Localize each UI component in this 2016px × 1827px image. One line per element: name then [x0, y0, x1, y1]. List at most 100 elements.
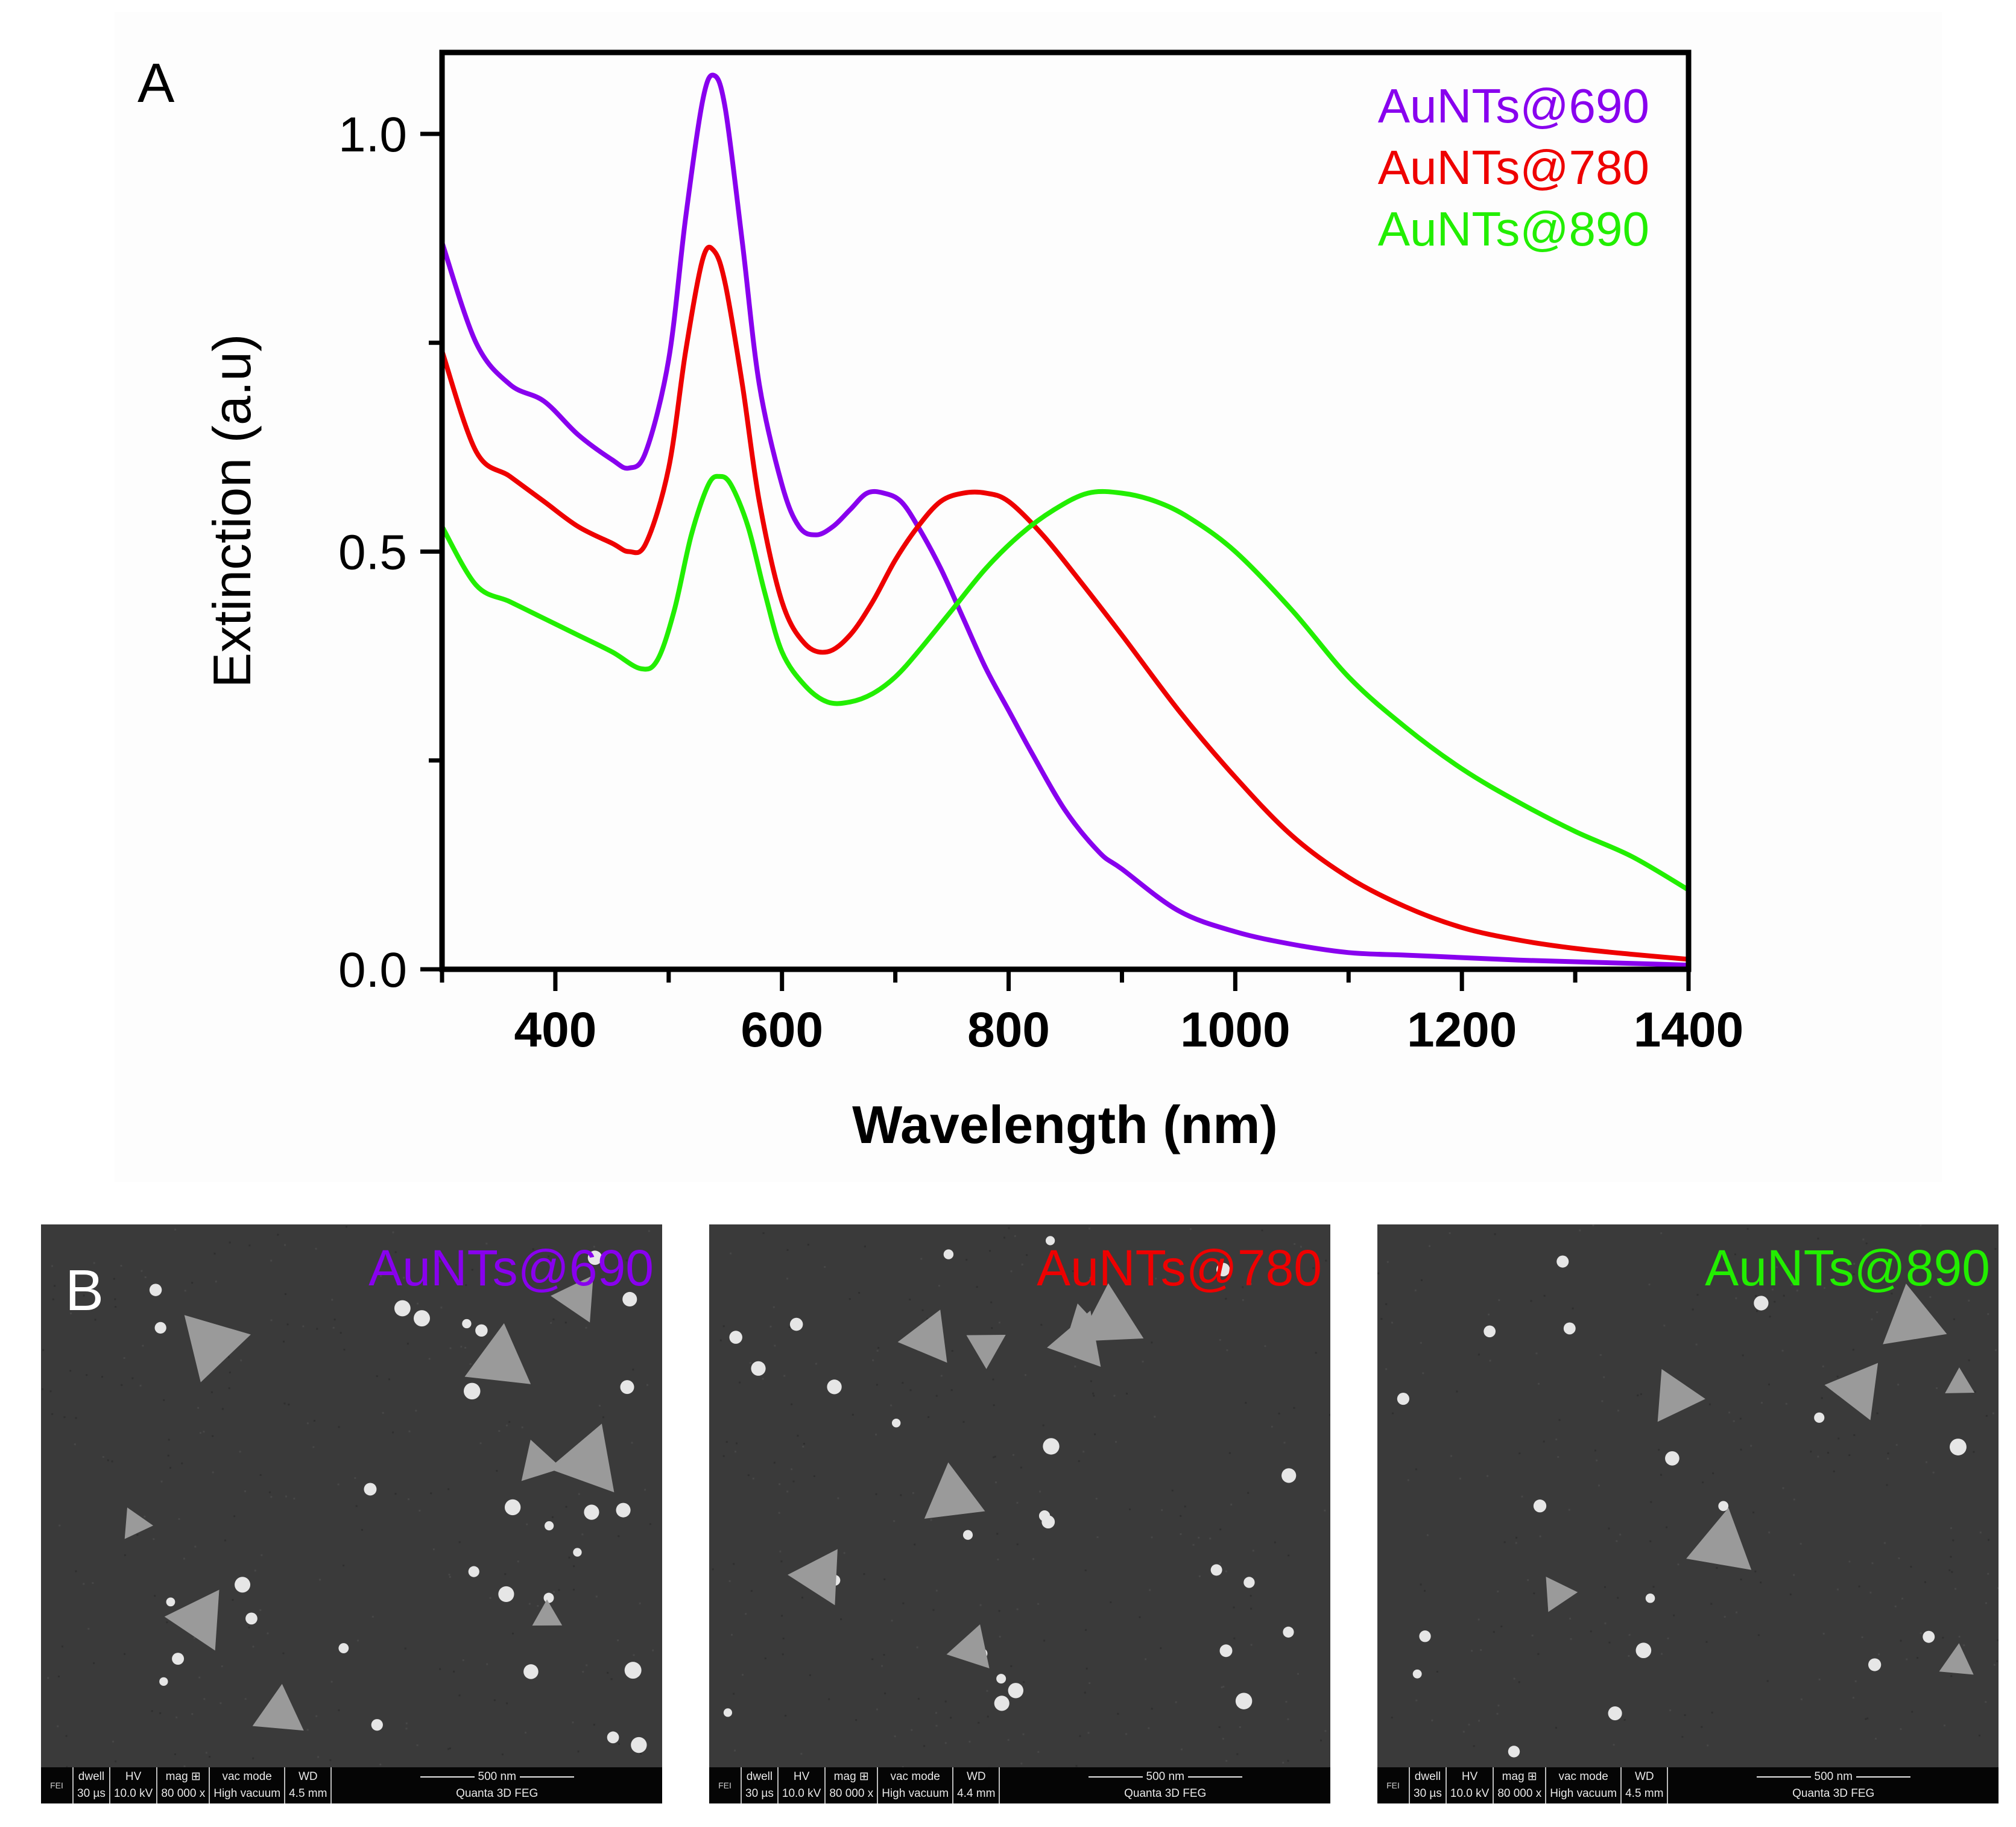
texture-speckle: [992, 1378, 994, 1381]
texture-speckle: [902, 1382, 904, 1384]
scale-bar: 500 nm: [420, 1768, 574, 1785]
hv-label: HV: [793, 1770, 810, 1783]
texture-speckle: [465, 1284, 467, 1287]
texture-speckle: [215, 1281, 217, 1283]
texture-speckle: [191, 1713, 194, 1715]
texture-speckle: [1287, 1759, 1289, 1762]
texture-speckle: [1449, 1232, 1451, 1235]
nanosphere: [1041, 1515, 1055, 1529]
vac-value: High vacuum: [882, 1787, 949, 1800]
texture-speckle: [1426, 1534, 1429, 1536]
texture-speckle: [997, 1559, 999, 1561]
texture-speckle: [394, 1493, 397, 1495]
texture-speckle: [1500, 1626, 1503, 1628]
texture-speckle: [993, 1456, 995, 1458]
texture-speckle: [786, 1490, 789, 1493]
texture-speckle: [1858, 1585, 1860, 1588]
texture-speckle: [70, 1312, 72, 1315]
texture-speckle: [652, 1649, 654, 1651]
texture-speckle: [1754, 1570, 1757, 1572]
texture-speckle: [448, 1574, 450, 1576]
texture-speckle: [1278, 1413, 1280, 1415]
texture-speckle: [329, 1759, 332, 1761]
texture-speckle: [733, 1692, 735, 1695]
texture-speckle: [1874, 1738, 1877, 1740]
texture-speckle: [419, 1509, 421, 1512]
texture-speckle: [884, 1692, 886, 1694]
texture-speckle: [1603, 1376, 1605, 1378]
texture-speckle: [1760, 1581, 1762, 1583]
texture-speckle: [65, 1735, 68, 1737]
texture-speckle: [1518, 1452, 1521, 1455]
texture-speckle: [267, 1632, 269, 1635]
texture-speckle: [1658, 1449, 1660, 1451]
texture-speckle: [112, 1740, 115, 1743]
texture-speckle: [1092, 1392, 1095, 1395]
nanosphere: [1045, 1236, 1055, 1246]
texture-speckle: [159, 1712, 162, 1714]
dwell-value: 30 µs: [745, 1787, 774, 1800]
texture-speckle: [1380, 1318, 1383, 1320]
nanotriangle: [1883, 1284, 1947, 1344]
sem-label: AuNTs@890: [1705, 1240, 1990, 1296]
nanosphere: [338, 1643, 349, 1653]
texture-speckle: [1503, 1541, 1506, 1544]
nanosphere: [504, 1499, 521, 1516]
texture-speckle: [167, 1454, 169, 1457]
y-axis-label: Extinction (a.u): [202, 334, 262, 688]
texture-speckle: [506, 1702, 508, 1705]
texture-speckle: [1911, 1711, 1913, 1713]
texture-speckle: [1756, 1310, 1758, 1312]
texture-speckle: [712, 1568, 714, 1571]
texture-speckle: [102, 1455, 104, 1458]
texture-speckle: [1078, 1460, 1080, 1462]
texture-speckle: [1887, 1457, 1889, 1460]
texture-speckle: [449, 1347, 452, 1349]
nanosphere: [523, 1664, 539, 1679]
texture-speckle: [1943, 1724, 1945, 1727]
texture-speckle: [197, 1407, 200, 1409]
texture-speckle: [1822, 1365, 1824, 1367]
texture-speckle: [317, 1756, 320, 1758]
texture-speckle: [750, 1590, 753, 1592]
texture-speckle: [1074, 1366, 1076, 1368]
nanosphere: [1563, 1322, 1576, 1335]
texture-speckle: [572, 1721, 574, 1724]
texture-speckle: [1628, 1654, 1630, 1657]
texture-speckle: [1822, 1633, 1825, 1635]
texture-speckle: [392, 1231, 394, 1233]
texture-speckle: [1821, 1397, 1823, 1399]
texture-speckle: [551, 1516, 554, 1518]
texture-speckle: [285, 1495, 287, 1498]
texture-speckle: [1771, 1288, 1774, 1291]
texture-speckle: [1155, 1278, 1157, 1280]
texture-speckle: [935, 1589, 938, 1592]
texture-speckle: [1973, 1451, 1975, 1453]
texture-speckle: [1385, 1303, 1388, 1305]
texture-speckle: [57, 1675, 60, 1677]
texture-speckle: [111, 1460, 113, 1463]
texture-speckle: [141, 1270, 143, 1272]
texture-speckle: [1818, 1678, 1821, 1680]
texture-speckle: [891, 1620, 893, 1622]
texture-speckle: [449, 1747, 451, 1750]
texture-speckle: [1681, 1736, 1684, 1738]
nanosphere: [149, 1284, 162, 1296]
texture-speckle: [1096, 1536, 1099, 1539]
texture-speckle: [1601, 1400, 1604, 1402]
texture-speckle: [63, 1416, 66, 1419]
texture-speckle: [1025, 1374, 1027, 1376]
nanosphere: [1508, 1746, 1520, 1758]
texture-speckle: [101, 1376, 104, 1378]
texture-speckle: [1422, 1372, 1424, 1375]
texture-speckle: [950, 1389, 953, 1392]
texture-speckle: [1951, 1571, 1953, 1573]
texture-speckle: [1887, 1452, 1889, 1455]
texture-speckle: [1648, 1284, 1651, 1286]
texture-speckle: [1669, 1709, 1672, 1712]
texture-speckle: [568, 1556, 570, 1559]
texture-speckle: [935, 1712, 937, 1714]
texture-speckle: [1535, 1352, 1538, 1355]
texture-speckle: [203, 1698, 206, 1700]
nanosphere: [1950, 1439, 1967, 1455]
